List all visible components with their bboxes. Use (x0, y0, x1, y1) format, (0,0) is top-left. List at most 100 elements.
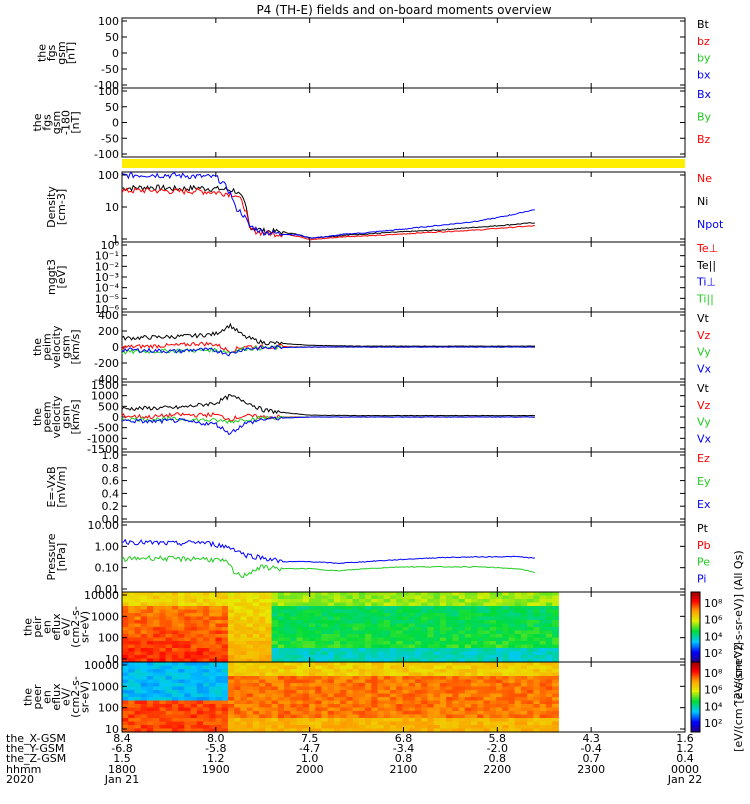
spectrogram-cell (171, 644, 179, 649)
spectrogram-cell (402, 725, 410, 730)
spectrogram-cell (122, 725, 129, 730)
spectrogram-cell (165, 623, 173, 628)
spectrogram-cell (377, 592, 385, 597)
y-tick-label: 10 (105, 723, 119, 736)
spectrogram-cell (383, 714, 391, 719)
spectrogram-cell (427, 609, 435, 614)
spectrogram-cell (427, 714, 435, 719)
spectrogram-cell (533, 592, 541, 597)
spectrogram-cell (290, 599, 298, 604)
spectrogram-cell (327, 602, 335, 607)
spectrogram-cell (159, 655, 167, 660)
spectrogram-cell (520, 683, 528, 688)
spectrogram-cell (471, 641, 478, 646)
spectrogram-cell (203, 599, 210, 604)
spectrogram-cell (296, 676, 304, 681)
spectrogram-cell (215, 676, 223, 681)
spectrogram-cell (390, 623, 397, 628)
spectrogram-cell (290, 655, 298, 660)
spectrogram-cell (178, 637, 185, 642)
spectrogram-cell (196, 707, 204, 712)
spectrogram-cell (421, 602, 429, 607)
panel-frame (121, 17, 686, 89)
spectrogram-cell (502, 725, 510, 730)
spectrogram-cell (265, 665, 273, 670)
spectrogram-cell (408, 697, 416, 702)
spectrogram-cell (477, 655, 485, 660)
y-axis-label-line: fgs (45, 44, 58, 61)
spectrogram-cell (514, 616, 522, 621)
spectrogram-cell (252, 672, 260, 677)
spectrogram-cell (477, 718, 485, 723)
spectrogram-cell (284, 620, 291, 625)
spectrogram-cell (439, 592, 447, 597)
spectrogram-cell (178, 707, 185, 712)
spectrogram-cell (190, 616, 198, 621)
spectrogram-cell (471, 613, 478, 618)
series-vt (121, 322, 535, 347)
spectrogram-cell (396, 697, 404, 702)
spectrogram-cell (358, 718, 366, 723)
spectrogram-cell (390, 616, 397, 621)
spectrogram-cell (489, 676, 497, 681)
spectrogram-cell (178, 721, 185, 726)
spectrogram-cell (277, 630, 285, 635)
spectrogram-cell (365, 651, 372, 656)
spectrogram-cell (333, 683, 341, 688)
spectrogram-cell (178, 599, 185, 604)
spectrogram-cell (153, 662, 160, 667)
spectrogram-cell (495, 686, 503, 691)
spectrogram-cell (514, 672, 522, 677)
footer-row-label: the_X-GSM (6, 732, 66, 745)
spectrogram-cell (402, 686, 410, 691)
spectrogram-cell (165, 693, 173, 698)
spectrogram-cell (290, 634, 298, 639)
spectrogram-cell (277, 683, 285, 688)
spectrogram-cell (240, 609, 248, 614)
spectrogram-cell (209, 644, 217, 649)
spectrogram-cell (502, 637, 510, 642)
spectrogram-cell (302, 648, 310, 653)
spectrogram-cell (390, 697, 397, 702)
spectrogram-cell (508, 672, 516, 677)
spectrogram-cell (240, 669, 248, 674)
footer-value: 7.5 (301, 732, 319, 745)
colorbar-cell (691, 660, 700, 663)
spectrogram-cell (209, 683, 217, 688)
spectrogram-cell (165, 609, 173, 614)
spectrogram-cell (221, 718, 229, 723)
spectrogram-cell (140, 644, 148, 649)
spectrogram-cell (421, 641, 429, 646)
spectrogram-cell (408, 662, 416, 667)
spectrogram-cell (221, 627, 229, 632)
spectrogram-cell (333, 725, 341, 730)
spectrogram-cell (477, 707, 485, 712)
spectrogram-cell (464, 609, 472, 614)
spectrogram-cell (321, 623, 329, 628)
spectrogram-cell (396, 686, 404, 691)
spectrogram-cell (483, 630, 491, 635)
spectrogram-cell (122, 641, 129, 646)
spectrogram-cell (545, 592, 553, 597)
spectrogram-cell (446, 655, 453, 660)
spectrogram-cell (383, 644, 391, 649)
spectrogram-cell (483, 623, 491, 628)
spectrogram-cell (365, 662, 372, 667)
spectrogram-cell (128, 700, 136, 705)
spectrogram-cell (215, 669, 223, 674)
spectrogram-cell (134, 606, 142, 611)
spectrogram-cell (171, 665, 179, 670)
spectrogram-cell (302, 665, 310, 670)
spectrogram-cell (483, 602, 491, 607)
spectrogram-cell (539, 686, 547, 691)
spectrogram-cell (433, 714, 441, 719)
spectrogram-cell (477, 609, 485, 614)
spectrogram-cell (134, 637, 142, 642)
spectrogram-cell (259, 606, 266, 611)
spectrogram-cell (296, 662, 304, 667)
footer-value: 1.0 (301, 752, 319, 765)
spectrogram-cell (227, 606, 235, 611)
spectrogram-cell (396, 693, 404, 698)
spectrogram-cell (277, 707, 285, 712)
spectrogram-cell (196, 644, 204, 649)
